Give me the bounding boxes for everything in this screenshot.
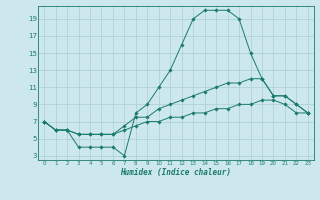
X-axis label: Humidex (Indice chaleur): Humidex (Indice chaleur) [121,168,231,177]
